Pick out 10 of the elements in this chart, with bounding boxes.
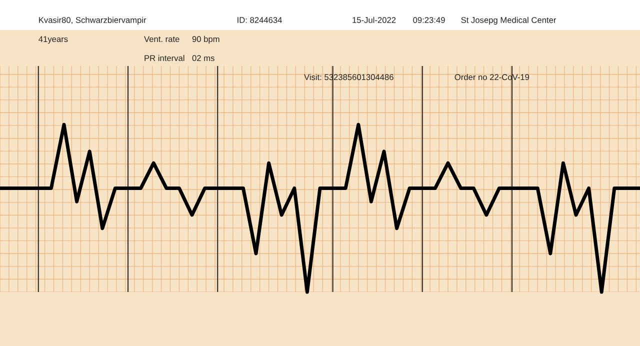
text: Vent. rate (144, 36, 180, 42)
text: 41years (38, 36, 68, 44)
text: Kvasir80, Schwarzbiervampir (39, 16, 146, 25)
text: 90 bpm (192, 36, 220, 44)
text: 09:23:49 (413, 17, 445, 23)
text: ID: 8244634 (238, 17, 282, 23)
text: PR interval (144, 54, 184, 62)
text: St Josepg Medical Center (461, 16, 556, 25)
text: 02 ms (192, 55, 214, 62)
text: 15-Jul-2022 (352, 16, 396, 23)
